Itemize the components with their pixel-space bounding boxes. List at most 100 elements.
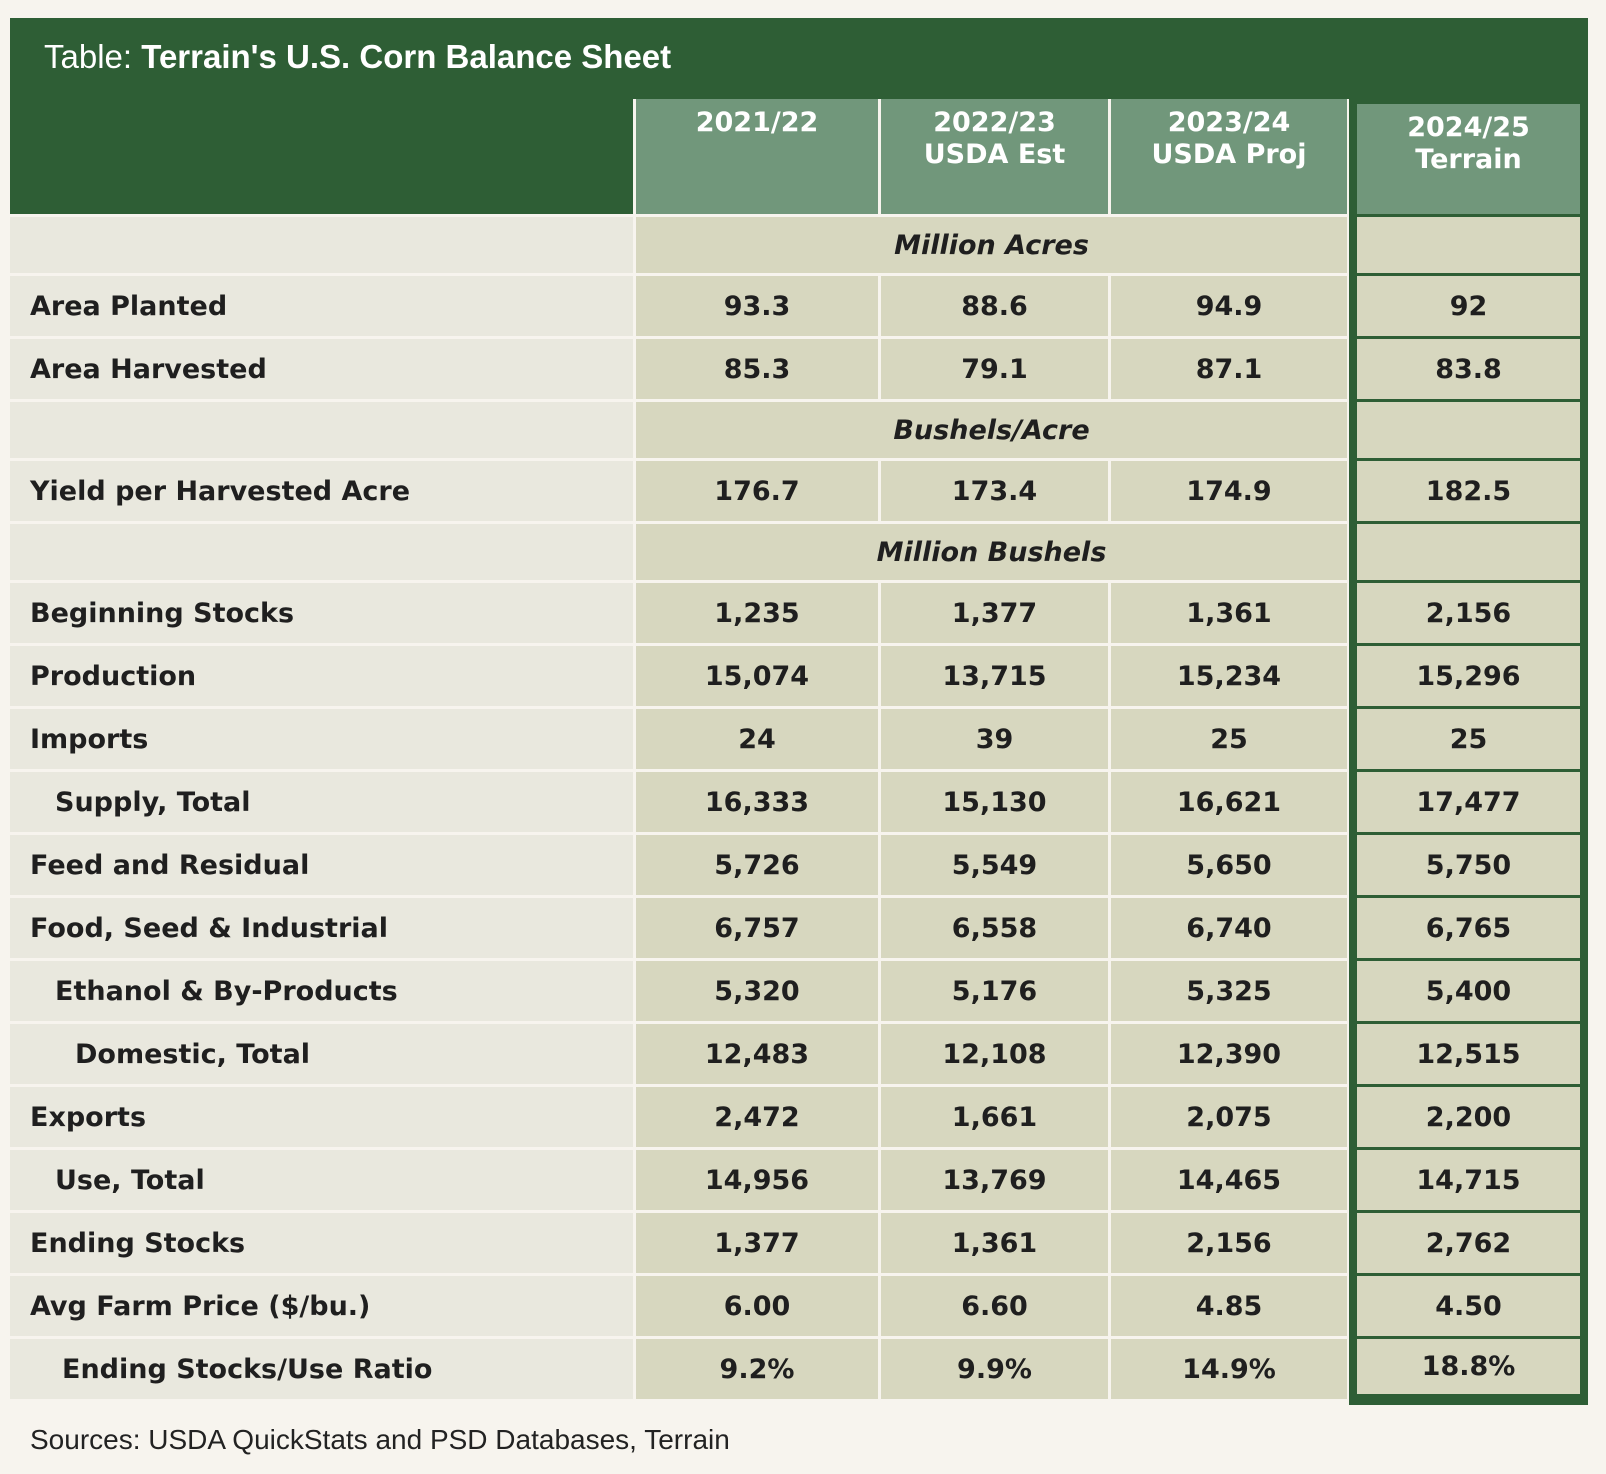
- header-line: USDA Est: [923, 139, 1066, 170]
- title-bar: [10, 18, 1588, 99]
- column-header: 2021/22: [636, 99, 878, 214]
- header-line: 2024/25: [1407, 112, 1530, 143]
- value-cell: 6.00: [636, 1276, 878, 1336]
- row-label: Production: [10, 646, 633, 706]
- value-cell: 15,130: [881, 772, 1108, 832]
- value-cell: 18.8%: [1357, 1339, 1580, 1394]
- title-text: Terrain's U.S. Corn Balance Sheet: [141, 38, 672, 75]
- column-header: 2022/23 USDA Est: [881, 99, 1108, 214]
- column-header: 2023/24 USDA Proj: [1111, 99, 1347, 214]
- value-cell: 1,361: [1111, 583, 1347, 643]
- value-cell: 15,074: [636, 646, 878, 706]
- row-label-cell: [10, 217, 633, 273]
- value-cell: 5,549: [881, 835, 1108, 895]
- title-prefix: Table:: [44, 38, 133, 75]
- row-label: Area Planted: [10, 276, 633, 336]
- value-cell: 12,483: [636, 1024, 878, 1084]
- value-cell: 87.1: [1111, 339, 1347, 399]
- value-cell: 173.4: [881, 461, 1108, 521]
- header-line: 2022/23: [933, 107, 1056, 138]
- value-cell: 1,235: [636, 583, 878, 643]
- value-cell: 85.3: [636, 339, 878, 399]
- header-line: 2023/24: [1167, 107, 1291, 138]
- value-cell: 5,176: [881, 961, 1108, 1021]
- row-label: Exports: [10, 1087, 633, 1147]
- value-cell: 5,320: [636, 961, 878, 1021]
- value-cell: 6,558: [881, 898, 1108, 958]
- row-label: Beginning Stocks: [10, 583, 633, 643]
- value-cell: 16,621: [1111, 772, 1347, 832]
- value-cell: 2,762: [1357, 1213, 1580, 1273]
- unit-cell: [1357, 217, 1580, 273]
- value-cell: 24: [636, 709, 878, 769]
- value-cell: 5,650: [1111, 835, 1347, 895]
- column-header: 2024/25 Terrain: [1357, 104, 1580, 214]
- value-cell: 94.9: [1111, 276, 1347, 336]
- value-cell: 5,325: [1111, 961, 1347, 1021]
- value-cell: 1,377: [636, 1213, 878, 1273]
- title: Table: Terrain's U.S. Corn Balance Sheet: [44, 38, 671, 76]
- row-label: Ending Stocks: [10, 1213, 633, 1273]
- value-cell: 12,390: [1111, 1024, 1347, 1084]
- value-cell: 1,377: [881, 583, 1108, 643]
- value-cell: 6.60: [881, 1276, 1108, 1336]
- row-label: Ending Stocks/Use Ratio: [10, 1339, 633, 1399]
- value-cell: 93.3: [636, 276, 878, 336]
- value-cell: 176.7: [636, 461, 878, 521]
- row-label: Supply, Total: [10, 772, 633, 832]
- row-label: Avg Farm Price ($/bu.): [10, 1276, 633, 1336]
- value-cell: 6,757: [636, 898, 878, 958]
- value-cell: 17,477: [1357, 772, 1580, 832]
- value-cell: 5,400: [1357, 961, 1580, 1021]
- value-cell: 12,515: [1357, 1024, 1580, 1084]
- value-cell: 2,075: [1111, 1087, 1347, 1147]
- value-cell: 2,156: [1111, 1213, 1347, 1273]
- row-label: Imports: [10, 709, 633, 769]
- value-cell: 14.9%: [1111, 1339, 1347, 1399]
- value-cell: 9.9%: [881, 1339, 1108, 1399]
- row-label: Use, Total: [10, 1150, 633, 1210]
- value-cell: 88.6: [881, 276, 1108, 336]
- header-line: USDA Proj: [1151, 139, 1307, 170]
- row-label-cell: [10, 402, 633, 458]
- value-cell: 12,108: [881, 1024, 1108, 1084]
- header-label-cell: [10, 99, 633, 214]
- row-label: Yield per Harvested Acre: [10, 461, 633, 521]
- value-cell: 14,956: [636, 1150, 878, 1210]
- value-cell: 25: [1357, 709, 1580, 769]
- value-cell: 13,715: [881, 646, 1108, 706]
- unit-label: Bushels/Acre: [636, 402, 1347, 458]
- value-cell: 14,465: [1111, 1150, 1347, 1210]
- unit-cell: [1357, 524, 1580, 580]
- header-line: 2021/22: [695, 107, 819, 138]
- value-cell: 25: [1111, 709, 1347, 769]
- value-cell: 15,296: [1357, 646, 1580, 706]
- value-cell: 1,661: [881, 1087, 1108, 1147]
- value-cell: 13,769: [881, 1150, 1108, 1210]
- value-cell: 174.9: [1111, 461, 1347, 521]
- source: Sources: USDA QuickStats and PSD Databas…: [30, 1424, 730, 1455]
- unit-cell: [1357, 402, 1580, 458]
- row-label-cell: [10, 524, 633, 580]
- value-cell: 6,740: [1111, 898, 1347, 958]
- value-cell: 92: [1357, 276, 1580, 336]
- value-cell: 14,715: [1357, 1150, 1580, 1210]
- unit-label: Million Bushels: [636, 524, 1347, 580]
- value-cell: 39: [881, 709, 1108, 769]
- unit-label: Million Acres: [636, 217, 1347, 273]
- row-label: Food, Seed & Industrial: [10, 898, 633, 958]
- row-label: Area Harvested: [10, 339, 633, 399]
- value-cell: 9.2%: [636, 1339, 878, 1399]
- row-label: Domestic, Total: [10, 1024, 633, 1084]
- value-cell: 2,472: [636, 1087, 878, 1147]
- value-cell: 6,765: [1357, 898, 1580, 958]
- row-label: Ethanol & By-Products: [10, 961, 633, 1021]
- value-cell: 4.50: [1357, 1276, 1580, 1336]
- row-label: Feed and Residual: [10, 835, 633, 895]
- value-cell: 2,156: [1357, 583, 1580, 643]
- value-cell: 182.5: [1357, 461, 1580, 521]
- value-cell: 5,750: [1357, 835, 1580, 895]
- value-cell: 2,200: [1357, 1087, 1580, 1147]
- value-cell: 4.85: [1111, 1276, 1347, 1336]
- value-cell: 16,333: [636, 772, 878, 832]
